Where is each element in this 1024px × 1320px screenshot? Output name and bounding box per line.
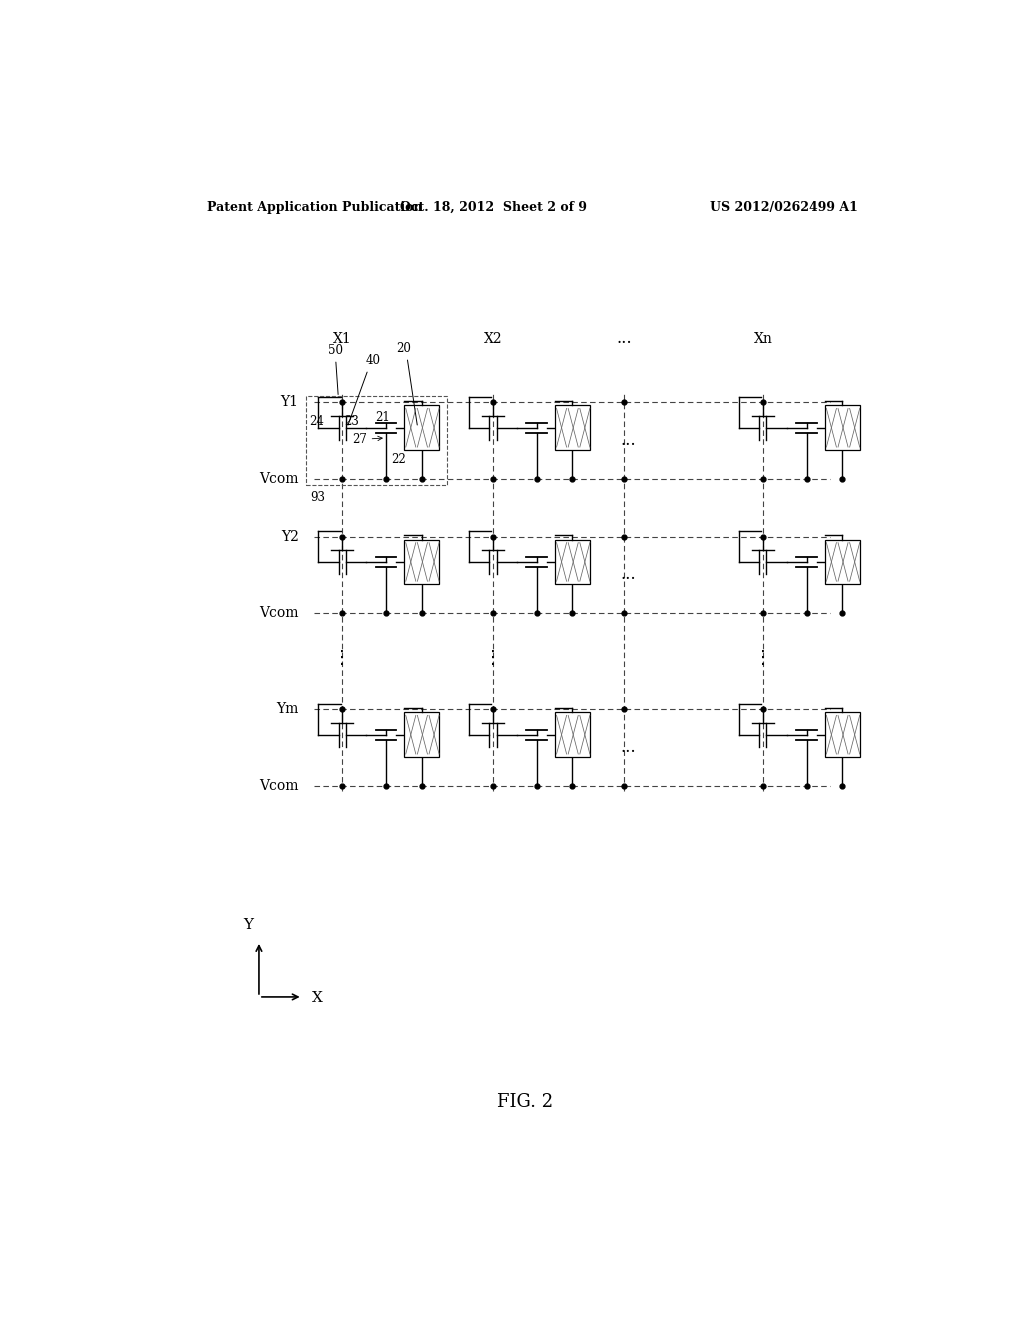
Bar: [824, 540, 860, 585]
Text: Vcom: Vcom: [259, 606, 299, 619]
Bar: [824, 405, 860, 450]
Bar: [306, 396, 447, 484]
Bar: [404, 405, 439, 450]
Bar: [824, 713, 860, 758]
Text: Patent Application Publication: Patent Application Publication: [207, 201, 423, 214]
Bar: [555, 713, 590, 758]
Bar: [404, 540, 439, 585]
Text: 27: 27: [352, 433, 382, 446]
Text: X1: X1: [333, 333, 351, 346]
Text: ⋮: ⋮: [754, 649, 772, 668]
Text: ⋮: ⋮: [333, 649, 351, 668]
Bar: [404, 713, 439, 758]
Text: Xn: Xn: [754, 333, 772, 346]
Text: Y2: Y2: [281, 529, 299, 544]
Text: ···: ···: [621, 437, 636, 454]
Bar: [555, 540, 590, 585]
Text: 23: 23: [344, 414, 358, 428]
Text: ⋮: ⋮: [484, 649, 502, 668]
Text: ···: ···: [616, 334, 632, 351]
Text: Y: Y: [243, 917, 253, 932]
Text: Ym: Ym: [276, 702, 299, 717]
Text: 50: 50: [328, 343, 343, 395]
Text: 24: 24: [309, 414, 324, 428]
Text: ···: ···: [621, 572, 636, 589]
Bar: [555, 405, 590, 450]
Text: Oct. 18, 2012  Sheet 2 of 9: Oct. 18, 2012 Sheet 2 of 9: [399, 201, 587, 214]
Text: Y1: Y1: [281, 395, 299, 409]
Text: X: X: [312, 991, 323, 1005]
Text: FIG. 2: FIG. 2: [497, 1093, 553, 1110]
Text: US 2012/0262499 A1: US 2012/0262499 A1: [711, 201, 858, 214]
Text: 93: 93: [310, 491, 326, 504]
Text: 21: 21: [376, 411, 390, 424]
Text: 22: 22: [391, 453, 407, 466]
Text: ···: ···: [621, 744, 636, 762]
Text: 40: 40: [348, 354, 381, 425]
Text: Vcom: Vcom: [259, 471, 299, 486]
Text: Vcom: Vcom: [259, 779, 299, 792]
Text: 20: 20: [396, 342, 417, 425]
Text: X2: X2: [483, 333, 503, 346]
